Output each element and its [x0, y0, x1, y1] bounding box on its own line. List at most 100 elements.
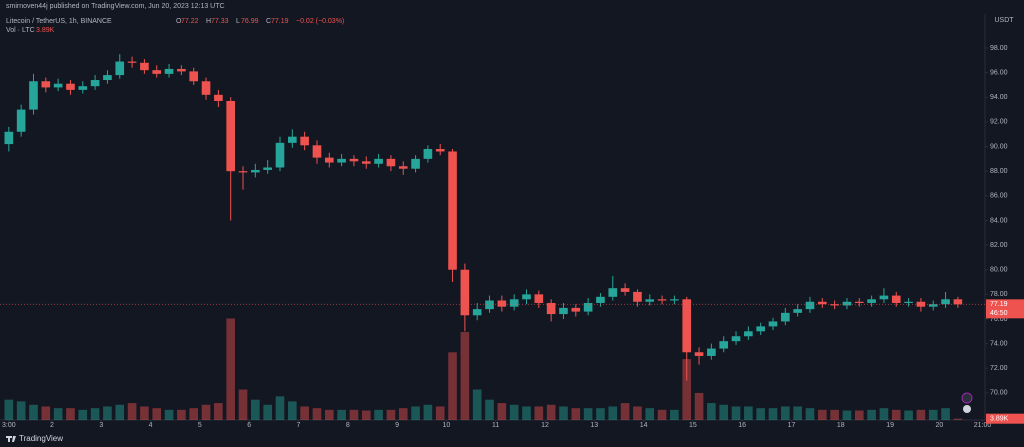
- volume-bar: [744, 406, 753, 420]
- alert-icon[interactable]: [961, 392, 973, 404]
- candle-body: [423, 149, 433, 159]
- volume-bar: [596, 408, 605, 420]
- candle-body: [953, 299, 963, 305]
- y-tick-label: 74.00: [990, 340, 1008, 347]
- y-tick-label: 84.00: [990, 217, 1008, 224]
- candle-body: [941, 299, 950, 305]
- volume-bar: [842, 410, 852, 420]
- ohlc-label: L: [236, 18, 240, 25]
- ohlc-label: H: [206, 18, 211, 25]
- volume-bar: [29, 404, 38, 420]
- candle-body: [608, 288, 618, 297]
- volume-bar: [953, 418, 963, 420]
- volume-bar: [768, 408, 778, 420]
- y-tick-label: 96.00: [990, 69, 1008, 76]
- volume-bar: [608, 406, 618, 420]
- y-tick-label: 72.00: [990, 365, 1008, 372]
- x-tick-label: 16: [738, 422, 746, 429]
- candle-body: [596, 296, 605, 303]
- candle-body: [127, 61, 137, 63]
- candle-body: [509, 299, 519, 307]
- ohlc-label: C: [266, 18, 271, 25]
- volume-bar: [263, 404, 272, 420]
- x-tick-label: 4: [149, 422, 153, 429]
- candle-body: [522, 294, 531, 300]
- candle-body: [53, 83, 63, 88]
- candle-body: [448, 151, 457, 270]
- volume-bar: [719, 404, 729, 420]
- volume-bar: [805, 408, 815, 420]
- candle-body: [251, 169, 260, 173]
- candle-body: [682, 299, 692, 353]
- candle-body: [817, 301, 827, 305]
- candle-body: [361, 161, 371, 164]
- volume-bar: [275, 396, 285, 420]
- candle-body: [534, 294, 544, 303]
- candle-body: [337, 158, 346, 163]
- volume-bar: [201, 404, 211, 420]
- candle-body: [719, 341, 729, 349]
- x-tick-label: 20: [935, 422, 943, 429]
- candle-body: [633, 291, 642, 302]
- candle-body: [694, 352, 704, 356]
- candle-body: [497, 300, 507, 307]
- x-tick-label: 19: [886, 422, 894, 429]
- volume-bar: [830, 409, 839, 420]
- volume-bar: [817, 409, 827, 420]
- volume-bar: [534, 406, 544, 420]
- candle-body: [78, 86, 88, 90]
- y-tick-label: 80.00: [990, 267, 1008, 274]
- volume-bar: [891, 409, 901, 420]
- volume-bar: [115, 404, 125, 420]
- volume-bar: [904, 410, 913, 420]
- change: −0.02 (−0.03%): [296, 18, 344, 25]
- volume-bar: [41, 406, 51, 420]
- candle-body: [731, 336, 741, 342]
- volume-bar: [140, 406, 149, 420]
- candle-body: [29, 81, 38, 110]
- x-tick-label: 11: [492, 422, 499, 429]
- volume-bar: [349, 409, 359, 420]
- countdown: 46:50: [990, 310, 1008, 317]
- candle-body: [781, 312, 790, 322]
- candle-body: [768, 321, 778, 327]
- volume-bar: [756, 408, 765, 420]
- volume-bar: [682, 359, 692, 420]
- candle-body: [312, 145, 322, 158]
- volume-bar: [386, 409, 396, 420]
- y-tick-label: 92.00: [990, 119, 1008, 126]
- x-tick-label: 9: [395, 422, 399, 429]
- candle-body: [916, 301, 926, 307]
- volume-bar: [361, 410, 371, 420]
- candle-body: [386, 158, 396, 167]
- candle-body: [472, 309, 482, 316]
- candle-body: [411, 158, 420, 169]
- candle-body: [16, 109, 26, 132]
- candle-body: [744, 331, 753, 337]
- ohlc-value: 77.33: [211, 18, 229, 25]
- x-tick-label: 7: [297, 422, 301, 429]
- volume-bar: [214, 403, 223, 420]
- candle-body: [189, 71, 199, 82]
- volume-bar: [781, 406, 790, 420]
- candle-body: [41, 81, 51, 88]
- candle-body: [805, 301, 815, 310]
- candle-body: [115, 61, 125, 76]
- volume-bar: [485, 399, 494, 420]
- volume-bar: [177, 409, 186, 420]
- ohlc-label: O: [176, 18, 182, 25]
- volume-bar: [127, 403, 137, 420]
- volume-bar: [559, 406, 568, 420]
- candle-body: [879, 295, 889, 300]
- volume-bar: [53, 408, 63, 420]
- brand: TradingView: [6, 434, 63, 443]
- volume-bar: [670, 409, 679, 420]
- volume-bar: [324, 409, 334, 420]
- candle-body: [891, 295, 901, 303]
- candle-body: [164, 68, 174, 74]
- y-tick-label: 82.00: [990, 242, 1008, 249]
- candle-body: [793, 309, 802, 313]
- flag-icon[interactable]: [963, 405, 971, 413]
- candle-body: [657, 299, 667, 301]
